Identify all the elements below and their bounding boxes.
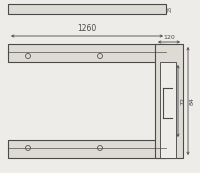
Text: 25: 25 [168,6,172,12]
Text: 84: 84 [190,97,195,105]
Bar [160,62,176,158]
Bar [8,4,166,14]
Text: 72: 72 [180,97,185,105]
Bar [155,44,183,158]
Text: 1260: 1260 [77,24,97,33]
Bar [8,44,166,62]
Bar [8,140,166,158]
Text: 120: 120 [163,35,175,40]
